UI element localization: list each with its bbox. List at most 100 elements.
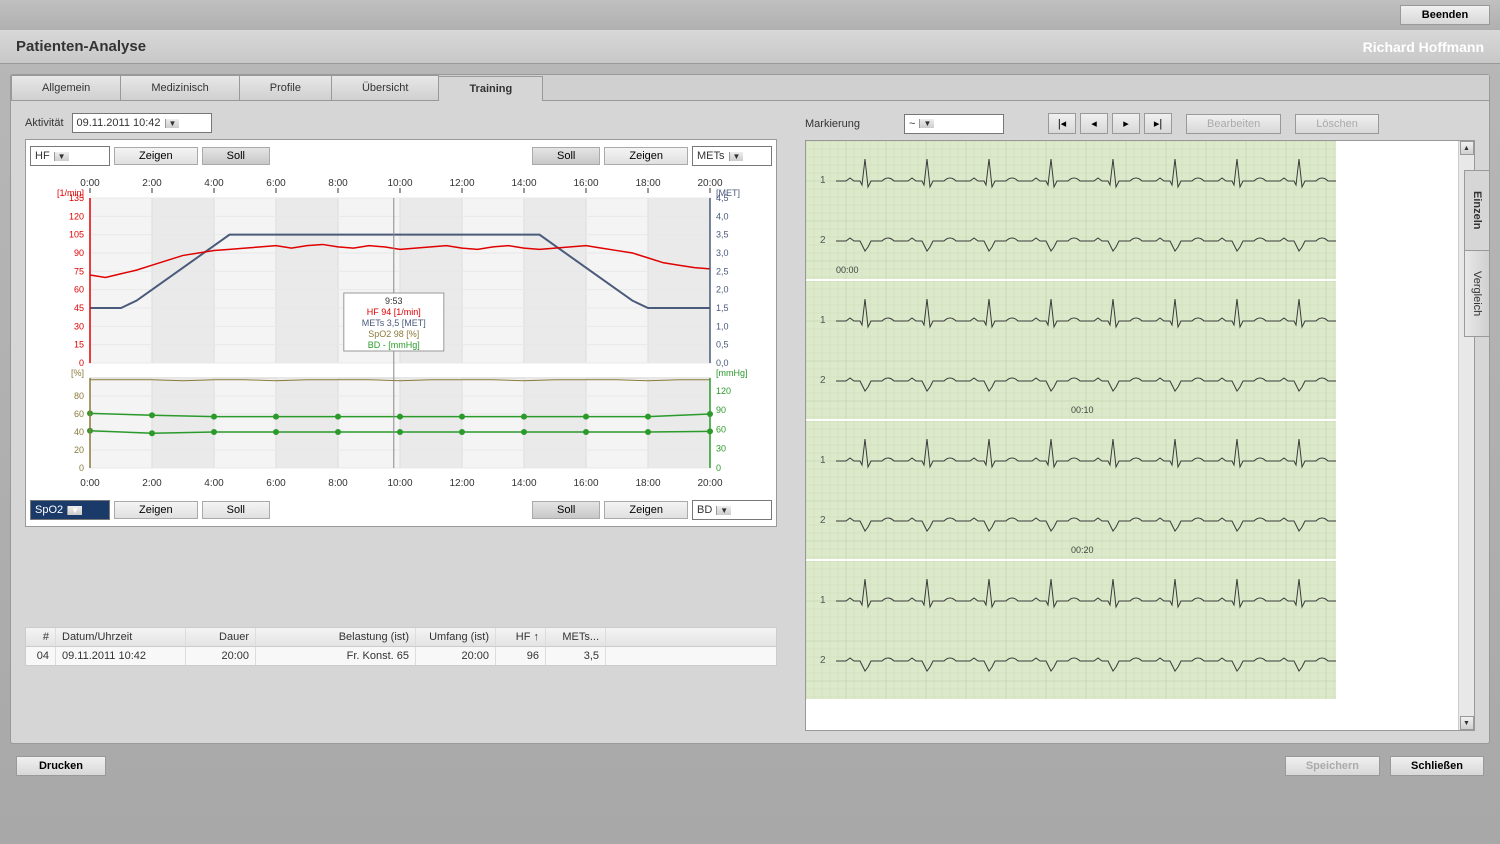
col-hf[interactable]: HF ↑ [496,628,546,646]
svg-text:14:00: 14:00 [511,478,536,489]
col-datetime[interactable]: Datum/Uhrzeit [56,628,186,646]
tab-training[interactable]: Training [438,76,543,101]
vtab-einzeln[interactable]: Einzeln [1464,170,1490,251]
svg-text:90: 90 [716,405,726,415]
svg-text:[1/min]: [1/min] [57,188,84,198]
svg-text:2:00: 2:00 [142,478,162,489]
svg-text:00:00: 00:00 [836,265,859,275]
mets-select[interactable]: METs▼ [692,146,772,166]
svg-text:90: 90 [74,248,84,258]
title-bar: Patienten-Analyse Richard Hoffmann [0,30,1500,64]
svg-text:00:10: 00:10 [1071,405,1094,415]
zeigen-top-right-button[interactable]: Zeigen [604,147,688,165]
svg-text:0: 0 [79,358,84,368]
svg-text:10:00: 10:00 [387,178,412,189]
col-belastung[interactable]: Belastung (ist) [256,628,416,646]
svg-text:0,5: 0,5 [716,340,729,350]
nav-first-button[interactable]: |◂ [1048,113,1076,134]
tab-medizinisch[interactable]: Medizinisch [120,75,239,100]
svg-text:18:00: 18:00 [635,478,660,489]
svg-text:30: 30 [716,444,726,454]
svg-text:20:00: 20:00 [697,478,722,489]
svg-text:4,0: 4,0 [716,211,729,221]
chevron-down-icon: ▼ [67,506,82,515]
bearbeiten-button: Bearbeiten [1186,114,1281,134]
svg-text:80: 80 [74,391,84,401]
scroll-down-icon[interactable]: ▼ [1460,716,1474,730]
loeschen-button: Löschen [1295,114,1379,134]
nav-last-button[interactable]: ▸| [1144,113,1172,134]
chevron-down-icon: ▼ [919,119,934,128]
ecg-strip[interactable]: 1200:10 [806,281,1458,421]
col-dauer[interactable]: Dauer [186,628,256,646]
svg-text:[MET]: [MET] [716,188,740,198]
col-umfang[interactable]: Umfang (ist) [416,628,496,646]
svg-text:2,5: 2,5 [716,266,729,276]
svg-text:0: 0 [716,463,721,473]
ecg-strip[interactable]: 1 2 00:00 [806,141,1458,281]
tab-profile[interactable]: Profile [239,75,332,100]
patient-name: Richard Hoffmann [1363,39,1484,55]
tab-übersicht[interactable]: Übersicht [331,75,439,100]
svg-text:1: 1 [820,455,826,466]
zeigen-bottom-right-button[interactable]: Zeigen [604,501,688,519]
soll-bottom-right-button[interactable]: Soll [532,501,600,519]
table-row[interactable]: 04 09.11.2011 10:42 20:00 Fr. Konst. 65 … [26,647,776,665]
training-chart[interactable]: 0:000:002:002:004:004:006:006:008:008:00… [30,168,750,498]
svg-text:1: 1 [820,595,826,606]
svg-text:4:00: 4:00 [204,478,224,489]
soll-bottom-left-button[interactable]: Soll [202,501,270,519]
svg-text:2:00: 2:00 [142,178,162,189]
svg-text:2: 2 [820,235,826,246]
svg-text:16:00: 16:00 [573,178,598,189]
col-num[interactable]: # [26,628,56,646]
bd-select[interactable]: BD▼ [692,500,772,520]
svg-text:45: 45 [74,303,84,313]
svg-text:60: 60 [716,424,726,434]
soll-top-left-button[interactable]: Soll [202,147,270,165]
svg-text:20: 20 [74,445,84,455]
svg-text:0: 0 [79,463,84,473]
svg-text:14:00: 14:00 [511,178,536,189]
ecg-container: 1200:001200:101200:2012 ▲ ▼ [805,140,1475,731]
svg-text:6:00: 6:00 [266,478,286,489]
vtab-vergleich[interactable]: Vergleich [1464,250,1490,337]
schliessen-button[interactable]: Schließen [1390,756,1484,776]
soll-top-right-button[interactable]: Soll [532,147,600,165]
svg-text:6:00: 6:00 [266,178,286,189]
svg-text:9:53: 9:53 [385,296,403,306]
zeigen-top-left-button[interactable]: Zeigen [114,147,198,165]
svg-text:BD - [mmHg]: BD - [mmHg] [368,340,420,350]
svg-text:[mmHg]: [mmHg] [716,368,748,378]
col-mets[interactable]: METs... [546,628,606,646]
aktivitat-select[interactable]: 09.11.2011 10:42 ▼ [72,113,212,133]
svg-text:40: 40 [74,427,84,437]
svg-text:SpO2 98 [%]: SpO2 98 [%] [368,329,419,339]
svg-text:60: 60 [74,409,84,419]
svg-text:1: 1 [820,175,826,186]
markierung-select[interactable]: ~▼ [904,114,1004,134]
chevron-down-icon: ▼ [729,152,744,161]
svg-text:1,5: 1,5 [716,303,729,313]
beenden-button[interactable]: Beenden [1400,5,1490,25]
svg-text:4:00: 4:00 [204,178,224,189]
spo2-select[interactable]: SpO2▼ [30,500,110,520]
nav-prev-button[interactable]: ◂ [1080,113,1108,134]
zeigen-bottom-left-button[interactable]: Zeigen [114,501,198,519]
hf-select[interactable]: HF▼ [30,146,110,166]
scroll-up-icon[interactable]: ▲ [1460,141,1474,155]
svg-text:0:00: 0:00 [80,478,100,489]
svg-text:METs 3,5 [MET]: METs 3,5 [MET] [362,318,426,328]
nav-next-button[interactable]: ▸ [1112,113,1140,134]
svg-text:60: 60 [74,285,84,295]
ecg-strip[interactable]: 12 [806,561,1458,701]
tabs-row: AllgemeinMedizinischProfileÜbersichtTrai… [11,75,1489,101]
ecg-strip[interactable]: 1200:20 [806,421,1458,561]
speichern-button: Speichern [1285,756,1380,776]
tab-allgemein[interactable]: Allgemein [11,75,121,100]
svg-text:12:00: 12:00 [449,478,474,489]
chevron-down-icon: ▼ [54,152,69,161]
svg-text:0,0: 0,0 [716,358,729,368]
drucken-button[interactable]: Drucken [16,756,106,776]
chevron-down-icon: ▼ [165,119,180,128]
